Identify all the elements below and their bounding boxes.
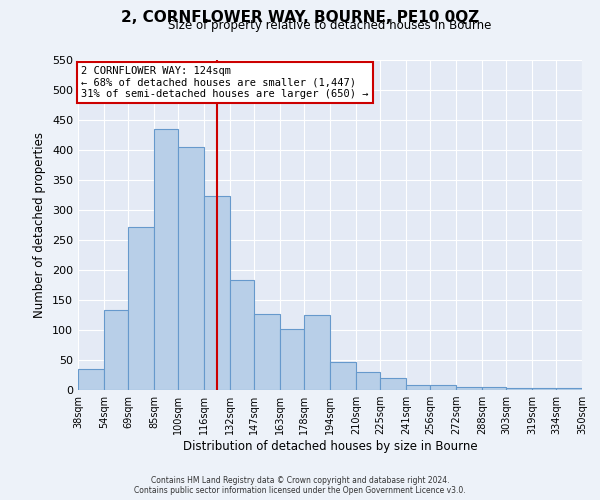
Title: Size of property relative to detached houses in Bourne: Size of property relative to detached ho… [169,20,491,32]
Bar [430,385,456,390]
Bar [556,388,582,390]
Bar [506,388,532,390]
X-axis label: Distribution of detached houses by size in Bourne: Distribution of detached houses by size … [182,440,478,453]
Bar [406,385,430,390]
Text: 2, CORNFLOWER WAY, BOURNE, PE10 0QZ: 2, CORNFLOWER WAY, BOURNE, PE10 0QZ [121,10,479,25]
Y-axis label: Number of detached properties: Number of detached properties [34,132,46,318]
Bar [254,314,280,390]
Text: 2 CORNFLOWER WAY: 124sqm
← 68% of detached houses are smaller (1,447)
31% of sem: 2 CORNFLOWER WAY: 124sqm ← 68% of detach… [81,66,369,99]
Bar [304,315,330,390]
Bar [154,129,178,390]
Bar [330,362,356,390]
Bar [482,387,506,390]
Bar [104,310,128,390]
Bar [230,280,254,390]
Bar [78,369,104,390]
Bar [178,147,204,390]
Bar [204,196,230,390]
Bar [532,388,556,390]
Bar [280,329,304,390]
Bar [456,387,482,390]
Text: Contains HM Land Registry data © Crown copyright and database right 2024.
Contai: Contains HM Land Registry data © Crown c… [134,476,466,495]
Bar [128,227,154,390]
Bar [356,372,380,390]
Bar [380,378,406,390]
